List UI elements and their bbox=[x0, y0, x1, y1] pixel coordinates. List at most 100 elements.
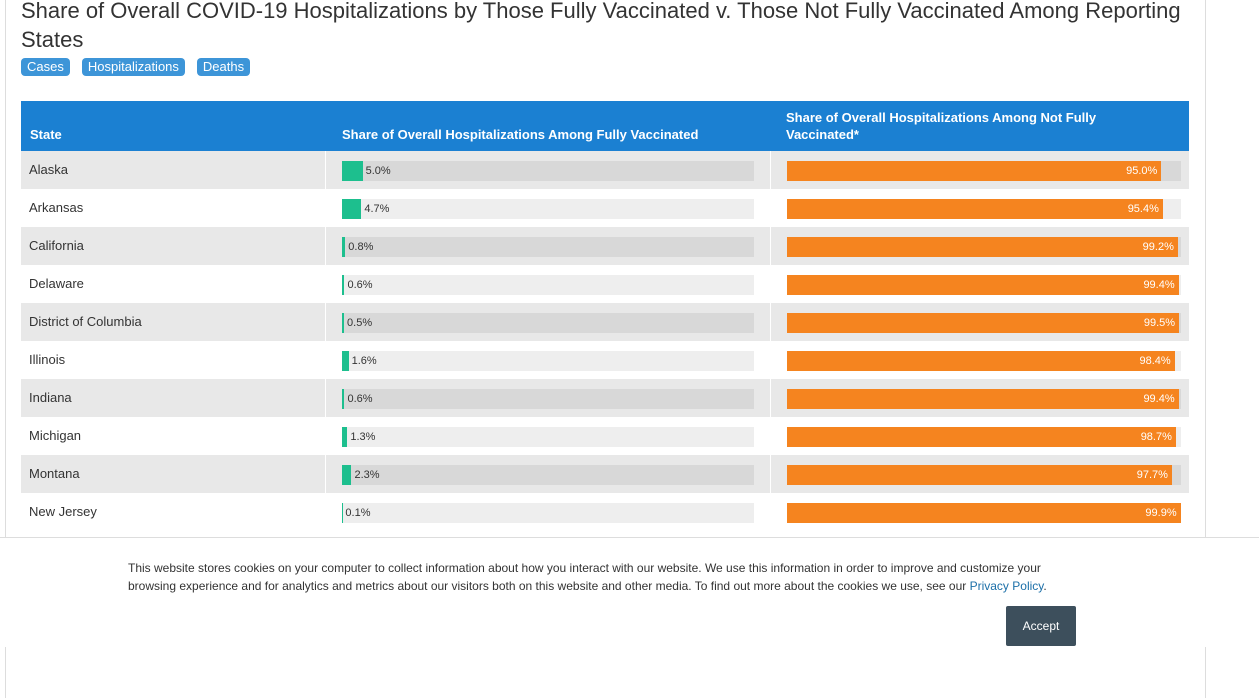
state-name: Illinois bbox=[29, 341, 65, 379]
value-label: 99.4% bbox=[1143, 389, 1174, 409]
bar bbox=[342, 161, 363, 181]
cell-separator bbox=[325, 151, 326, 189]
bar bbox=[342, 313, 344, 333]
tag-button[interactable]: Deaths bbox=[197, 58, 250, 76]
bar-track: 0.8% bbox=[342, 237, 754, 257]
table-row: Illinois 1.6% 98.4% bbox=[21, 341, 1189, 379]
state-name: Arkansas bbox=[29, 189, 83, 227]
cell-separator bbox=[325, 417, 326, 455]
value-label: 0.6% bbox=[347, 275, 372, 295]
cell-separator bbox=[325, 265, 326, 303]
value-label: 2.3% bbox=[354, 465, 379, 485]
bar-track: 98.4% bbox=[787, 351, 1181, 371]
cell-separator bbox=[770, 227, 771, 265]
cell-separator bbox=[770, 303, 771, 341]
bar bbox=[342, 351, 349, 371]
table-row: Michigan 1.3% 98.7% bbox=[21, 417, 1189, 455]
bar-track: 0.6% bbox=[342, 389, 754, 409]
bar-track: 2.3% bbox=[342, 465, 754, 485]
bar bbox=[342, 275, 344, 295]
value-label: 0.5% bbox=[347, 313, 372, 333]
cell-separator bbox=[770, 455, 771, 493]
column-header: State bbox=[30, 126, 62, 143]
bar bbox=[342, 199, 361, 219]
privacy-link[interactable]: Privacy Policy bbox=[970, 579, 1044, 593]
cell-separator bbox=[770, 265, 771, 303]
table-row: District of Columbia 0.5% 99.5% bbox=[21, 303, 1189, 341]
state-name: Delaware bbox=[29, 265, 84, 303]
table: State Share of Overall Hospitalizations … bbox=[21, 101, 1189, 531]
bar-track: 95.0% bbox=[787, 161, 1181, 181]
value-label: 99.4% bbox=[1143, 275, 1174, 295]
value-label: 99.5% bbox=[1144, 313, 1175, 333]
bar bbox=[342, 237, 345, 257]
bar bbox=[342, 465, 351, 485]
bar-track: 1.6% bbox=[342, 351, 754, 371]
cell-separator bbox=[325, 189, 326, 227]
bar bbox=[787, 199, 1163, 219]
page: Share of Overall COVID-19 Hospitalizatio… bbox=[0, 0, 1259, 646]
bar-track: 0.6% bbox=[342, 275, 754, 295]
cookie-banner: This website stores cookies on your comp… bbox=[0, 537, 1259, 647]
bar-track: 4.7% bbox=[342, 199, 754, 219]
bar-track: 0.5% bbox=[342, 313, 754, 333]
value-label: 5.0% bbox=[366, 161, 391, 181]
value-label: 1.3% bbox=[350, 427, 375, 447]
tags: Cases Hospitalizations Deaths bbox=[21, 58, 250, 76]
value-label: 95.0% bbox=[1126, 161, 1157, 181]
value-label: 98.7% bbox=[1141, 427, 1172, 447]
cell-separator bbox=[770, 151, 771, 189]
bar bbox=[787, 427, 1176, 447]
cell-separator bbox=[325, 227, 326, 265]
cell-separator bbox=[325, 341, 326, 379]
tag-button[interactable]: Cases bbox=[21, 58, 70, 76]
bar-track: 99.9% bbox=[787, 503, 1181, 523]
table-row: New Jersey 0.1% 99.9% bbox=[21, 493, 1189, 531]
value-label: 97.7% bbox=[1137, 465, 1168, 485]
accept-button[interactable]: Accept bbox=[1006, 606, 1076, 646]
bar bbox=[787, 389, 1179, 409]
table-row: Indiana 0.6% 99.4% bbox=[21, 379, 1189, 417]
value-label: 99.9% bbox=[1145, 503, 1176, 523]
cookie-message-end: . bbox=[1043, 579, 1046, 593]
state-name: Montana bbox=[29, 455, 80, 493]
state-name: Michigan bbox=[29, 417, 81, 455]
state-name: New Jersey bbox=[29, 493, 97, 531]
value-label: 1.6% bbox=[352, 351, 377, 371]
bar-track: 99.4% bbox=[787, 389, 1181, 409]
bar bbox=[787, 351, 1175, 371]
cookie-message: This website stores cookies on your comp… bbox=[128, 561, 1041, 593]
value-label: 98.4% bbox=[1140, 351, 1171, 371]
cell-separator bbox=[770, 189, 771, 227]
bar-track: 98.7% bbox=[787, 427, 1181, 447]
cell-separator bbox=[770, 379, 771, 417]
state-name: Indiana bbox=[29, 379, 72, 417]
table-row: Montana 2.3% 97.7% bbox=[21, 455, 1189, 493]
column-header: Share of Overall Hospitalizations Among … bbox=[342, 126, 698, 143]
state-name: California bbox=[29, 227, 84, 265]
bar-track: 95.4% bbox=[787, 199, 1181, 219]
cell-separator bbox=[325, 455, 326, 493]
state-name: District of Columbia bbox=[29, 303, 142, 341]
bar-track: 97.7% bbox=[787, 465, 1181, 485]
table-row: Arkansas 4.7% 95.4% bbox=[21, 189, 1189, 227]
table-header: State Share of Overall Hospitalizations … bbox=[21, 101, 1189, 151]
cell-separator bbox=[770, 341, 771, 379]
value-label: 0.8% bbox=[348, 237, 373, 257]
cell-separator bbox=[325, 379, 326, 417]
value-label: 0.6% bbox=[347, 389, 372, 409]
table-row: California 0.8% 99.2% bbox=[21, 227, 1189, 265]
bar-track: 5.0% bbox=[342, 161, 754, 181]
bar-track: 1.3% bbox=[342, 427, 754, 447]
bar bbox=[787, 313, 1179, 333]
value-label: 99.2% bbox=[1143, 237, 1174, 257]
bar-track: 99.5% bbox=[787, 313, 1181, 333]
value-label: 0.1% bbox=[345, 503, 370, 523]
table-row: Delaware 0.6% 99.4% bbox=[21, 265, 1189, 303]
column-header: Share of Overall Hospitalizations Among … bbox=[786, 109, 1166, 143]
value-label: 95.4% bbox=[1128, 199, 1159, 219]
tag-button[interactable]: Hospitalizations bbox=[82, 58, 185, 76]
cell-separator bbox=[325, 303, 326, 341]
